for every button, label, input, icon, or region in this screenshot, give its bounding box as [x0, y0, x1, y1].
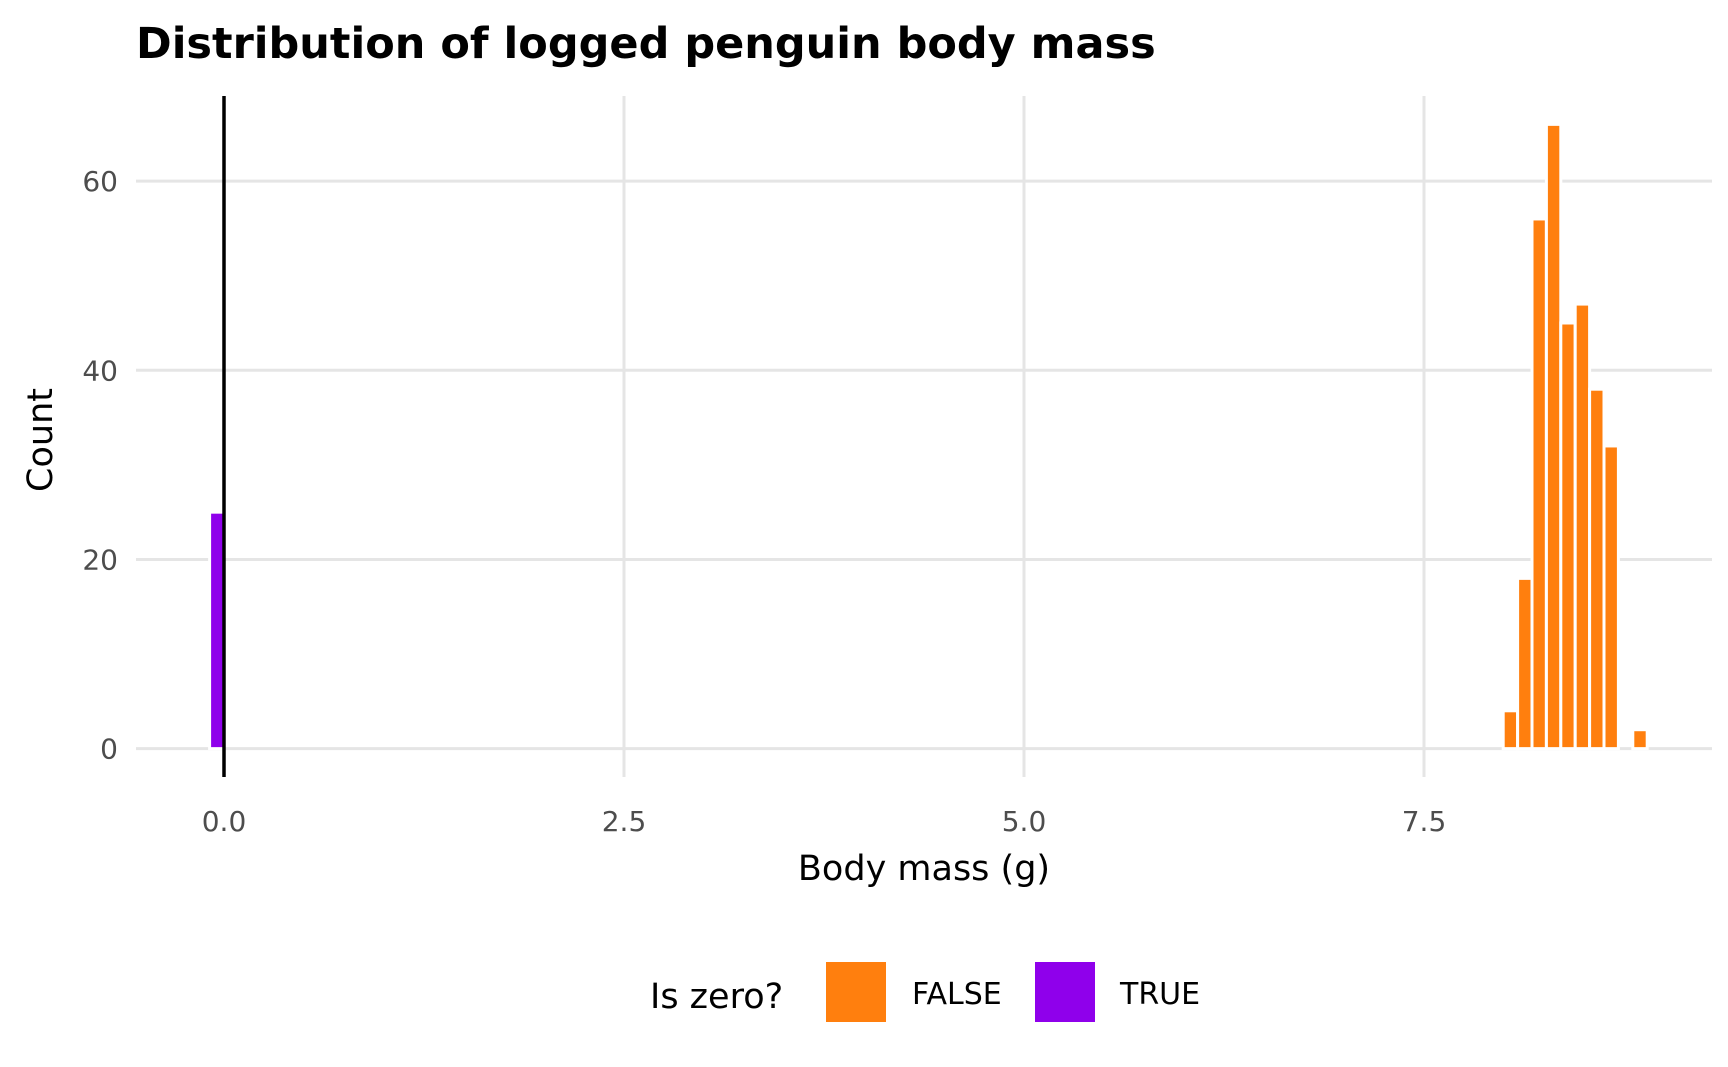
legend-title: Is zero? — [650, 977, 783, 1017]
legend: Is zero? FALSE TRUE — [650, 962, 1200, 1022]
gridlines — [136, 96, 1712, 777]
y-tick-label: 20 — [82, 543, 118, 576]
histogram-bar — [1573, 302, 1592, 751]
y-tick-label: 40 — [82, 354, 118, 387]
bars — [208, 122, 1649, 751]
x-tick-label: 0.0 — [202, 805, 247, 838]
x-axis-ticks: 0.0 2.5 5.0 7.5 — [202, 805, 1447, 838]
legend-swatch-false — [826, 962, 886, 1022]
chart-title: Distribution of logged penguin body mass — [136, 19, 1156, 69]
histogram-bar — [1501, 709, 1520, 751]
histogram-bar — [1588, 387, 1606, 751]
y-axis-title: Count — [21, 388, 61, 492]
y-tick-label: 60 — [82, 165, 118, 198]
x-tick-label: 5.0 — [1002, 805, 1047, 838]
histogram-bar — [1602, 444, 1620, 751]
histogram-bar — [208, 510, 226, 751]
y-axis-ticks: 0 20 40 60 — [82, 165, 118, 766]
histogram-bar — [1631, 728, 1649, 751]
histogram-bar — [1530, 217, 1548, 751]
legend-swatch-true — [1035, 962, 1095, 1022]
x-tick-label: 7.5 — [1402, 805, 1447, 838]
x-tick-label: 2.5 — [602, 805, 647, 838]
y-tick-label: 0 — [100, 733, 118, 766]
legend-label-false: FALSE — [912, 977, 1002, 1012]
histogram-bar — [1544, 122, 1563, 751]
legend-label-true: TRUE — [1119, 977, 1200, 1012]
histogram-bar — [1516, 576, 1534, 751]
x-axis-title: Body mass (g) — [798, 849, 1050, 889]
histogram-bar — [1559, 321, 1577, 751]
